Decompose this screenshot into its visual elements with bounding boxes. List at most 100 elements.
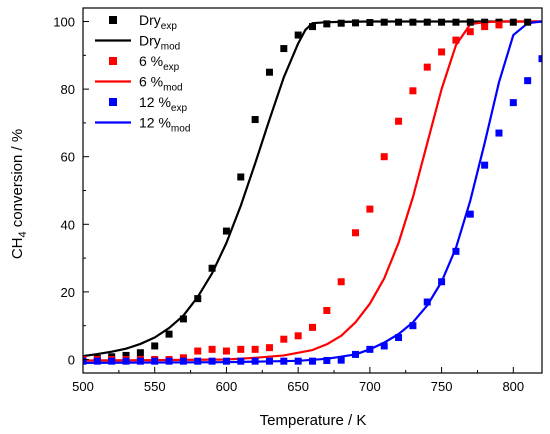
data-point-s4-17: [323, 357, 331, 364]
legend-label-main-4: 12 %: [139, 94, 171, 110]
data-point-s0-13: [265, 68, 273, 76]
data-point-s0-22: [395, 18, 403, 26]
data-point-s4-10: [222, 357, 230, 365]
data-point-s0-25: [438, 18, 446, 26]
data-point-s0-5: [151, 342, 159, 350]
legend-label-sub-0: exp: [161, 21, 178, 32]
legend-label-main-1: Dry: [139, 33, 161, 49]
data-point-s0-23: [409, 18, 417, 26]
data-point-s4-25: [438, 278, 446, 286]
y-axis-title-sub: 4: [17, 231, 29, 237]
data-point-s0-30: [509, 18, 517, 26]
data-point-s0-3: [122, 351, 130, 359]
y-axis-title-pre: CH: [9, 238, 26, 260]
legend-label-main-3: 6 %: [139, 74, 163, 90]
legend-label-main-0: Dry: [139, 12, 161, 28]
data-point-s0-17: [323, 20, 331, 28]
data-point-s0-18: [337, 19, 345, 27]
series-line-5: [83, 20, 542, 364]
data-point-s4-27: [466, 210, 474, 218]
legend-marker-4: [109, 98, 117, 106]
legend-marker-0: [109, 16, 117, 24]
legend-label-sub-1: mod: [161, 42, 180, 53]
data-point-s4-30: [509, 99, 517, 107]
data-point-s4-14: [280, 357, 288, 365]
data-point-s0-8: [194, 295, 202, 303]
data-point-s0-6: [165, 330, 173, 338]
data-point-s4-24: [423, 298, 431, 306]
data-point-s2-17: [323, 306, 331, 314]
data-point-s0-16: [309, 23, 316, 31]
x-tick-label-650: 650: [287, 379, 309, 394]
data-point-s0-4: [136, 349, 144, 357]
data-point-s2-28: [481, 23, 489, 31]
data-point-s4-12: [251, 357, 259, 365]
data-point-s4-19: [352, 350, 360, 358]
data-point-s2-20: [366, 205, 374, 213]
y-tick-label-60: 60: [61, 150, 75, 165]
legend-label-2: 6 %exp: [139, 53, 180, 73]
data-point-s0-31: [524, 18, 532, 26]
x-tick-label-750: 750: [431, 379, 453, 394]
data-point-s4-22: [395, 334, 403, 342]
legend-label-1: Drymod: [139, 33, 180, 53]
data-point-s4-6: [165, 357, 173, 365]
data-point-s4-3: [122, 357, 130, 365]
legend-label-main-2: 6 %: [139, 53, 163, 69]
legend-label-0: Dryexp: [139, 12, 177, 32]
legend-label-4: 12 %exp: [139, 94, 187, 114]
data-point-s2-10: [222, 347, 230, 355]
plot-marks: [83, 18, 542, 365]
data-point-s0-11: [237, 173, 245, 181]
series-line-3: [83, 20, 542, 362]
x-axis-title: Temperature / K: [260, 412, 367, 429]
data-point-s2-11: [237, 345, 245, 353]
data-point-s4-31: [524, 77, 532, 85]
data-point-s0-9: [208, 264, 216, 272]
data-point-s0-24: [423, 18, 431, 26]
data-point-s4-0: [83, 357, 87, 365]
legend-label-3: 6 %mod: [139, 74, 183, 94]
data-point-s2-21: [380, 153, 388, 161]
legend-marker-2: [109, 57, 117, 65]
axes: 500 550 600 650 700 750 800 0 20 40 60 80 100: [53, 7, 543, 394]
series-line-1: [83, 20, 542, 358]
x-tick-label-500: 500: [72, 379, 94, 394]
legend-label-sub-4: exp: [171, 103, 188, 114]
data-point-s0-27: [466, 18, 474, 26]
legend-label-main-5: 12 %: [139, 115, 171, 131]
data-point-s4-5: [151, 357, 159, 365]
y-tick-label-80: 80: [61, 82, 75, 97]
data-point-s2-12: [251, 345, 259, 353]
data-point-s4-8: [194, 357, 202, 365]
data-point-s4-1: [93, 357, 101, 365]
data-point-s4-4: [136, 357, 144, 365]
data-point-s4-20: [366, 345, 374, 353]
y-axis-title-post: conversion / %: [9, 129, 26, 232]
y-tick-label-100: 100: [53, 15, 75, 30]
data-point-s4-7: [179, 357, 187, 365]
data-point-s4-32: [538, 55, 542, 63]
data-point-s4-28: [481, 161, 489, 169]
data-point-s0-14: [280, 45, 288, 53]
data-point-s0-20: [366, 19, 374, 27]
data-point-s2-15: [294, 332, 302, 340]
data-point-s0-21: [380, 18, 388, 26]
data-point-s4-29: [495, 129, 503, 137]
data-point-s0-10: [222, 227, 230, 235]
legend-label-sub-3: mod: [163, 83, 182, 94]
data-point-s2-16: [309, 323, 316, 331]
x-tick-label-700: 700: [359, 379, 381, 394]
data-point-s2-26: [452, 36, 460, 44]
data-point-s4-15: [294, 357, 302, 365]
data-point-s4-9: [208, 357, 216, 365]
data-point-s0-15: [294, 31, 302, 39]
legend-label-5: 12 %mod: [139, 115, 190, 135]
data-point-s2-23: [409, 87, 417, 95]
legend-label-sub-5: mod: [171, 124, 190, 135]
data-point-s0-12: [251, 116, 259, 124]
data-point-s2-22: [395, 117, 403, 125]
data-point-s0-28: [481, 18, 489, 26]
data-point-s0-19: [352, 19, 360, 27]
